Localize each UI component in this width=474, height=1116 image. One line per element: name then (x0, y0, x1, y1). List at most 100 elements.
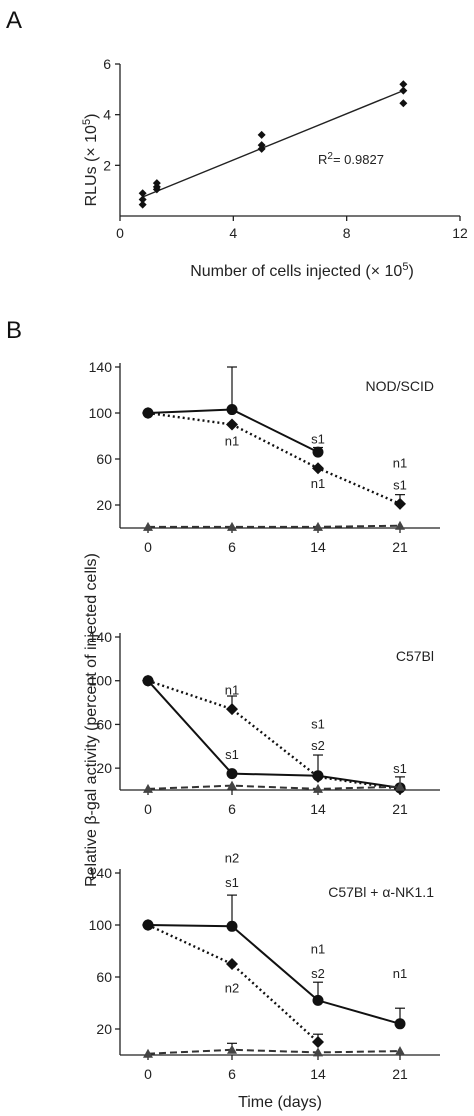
nod-scid-triangle-marker (395, 520, 405, 530)
panel-a-letter: A (6, 7, 22, 34)
nod-scid-diamond-marker (142, 407, 154, 419)
nod-scid-triangle-marker (313, 521, 323, 531)
nod-scid-annotation: s1 (393, 477, 407, 492)
c57bl-triangle-marker (227, 780, 237, 790)
nod-scid-circle-marker (312, 446, 324, 458)
c57bl-nk11-y-tick-label: 100 (89, 917, 113, 933)
panel-a-x-axis-title: Number of cells injected (× 105) (190, 261, 414, 280)
c57bl-annotation: n1 (225, 682, 239, 697)
c57bl-nk11-annotation: s1 (225, 875, 239, 890)
c57bl-diamond-marker (142, 674, 154, 687)
panel-a-y-tick-label: 2 (103, 157, 111, 173)
c57bl-nk11-circle-marker (394, 1018, 406, 1030)
c57bl-circle-marker (226, 768, 238, 780)
c57bl-nk11-triangle-marker (313, 1047, 323, 1057)
c57bl-y-tick-label: 60 (96, 716, 112, 732)
nod-scid-dashed-series-line (148, 524, 401, 528)
c57bl-nk11-x-tick-label: 6 (228, 1066, 236, 1082)
c57bl-nk11-annotation: n1 (311, 941, 325, 956)
nod-scid-triangle-marker (143, 521, 153, 531)
panel-a-x-tick-label: 4 (229, 225, 237, 241)
panel-b-letter: B (6, 317, 22, 344)
c57bl-annotation: s1 (311, 716, 325, 731)
panel-a-x-tick-label: 8 (343, 225, 351, 241)
nod-scid-x-tick-label: 0 (144, 539, 152, 555)
c57bl-solid-series-line (147, 680, 401, 789)
c57bl-nk11-circle-marker (312, 994, 324, 1006)
nod-scid-triangle-marker (227, 521, 237, 531)
nod-scid-annotation: n1 (393, 455, 407, 470)
panel-a-y-tick-label: 6 (103, 56, 111, 72)
nod-scid-y-tick-label: 100 (89, 405, 113, 421)
c57bl-annotation: s1 (393, 761, 407, 776)
c57bl-x-tick-label: 14 (310, 801, 326, 817)
nod-scid-annotation: s1 (311, 431, 325, 446)
c57bl-triangle-marker (395, 781, 405, 791)
c57bl-annotation: s2 (311, 738, 325, 753)
panel-b-x-axis-title: Time (days) (238, 1094, 322, 1111)
panel-a-y-tick-label: 4 (103, 107, 111, 123)
data-point (399, 99, 408, 108)
data-point (138, 189, 147, 198)
nod-scid-x-tick-label: 21 (392, 539, 408, 555)
c57bl-nk11-y-tick-label: 20 (96, 1021, 112, 1037)
data-point (152, 179, 161, 188)
c57bl-nk11-diamond-marker (142, 919, 154, 931)
c57bl-nk11-annotation: n1 (393, 966, 407, 981)
panel-a-y-axis-title: RLUs (× 105) (81, 114, 100, 207)
data-point (399, 86, 408, 95)
data-point (257, 130, 266, 139)
nod-scid-circle-marker (226, 404, 238, 416)
c57bl-nk11-diamond-marker (226, 958, 238, 970)
c57bl-nk11-dashed-series-line (147, 1048, 401, 1055)
c57bl-nk11-circle-marker (226, 920, 238, 932)
panel-a-x-tick-label: 12 (452, 225, 468, 241)
c57bl-diamond-marker (226, 703, 238, 716)
c57bl-nk11-solid-series-line (147, 924, 401, 1025)
data-point (138, 200, 147, 209)
c57bl-strain-label: C57Bl (396, 648, 434, 664)
nod-scid-y-tick-label: 140 (89, 359, 113, 375)
panel-a-x-tick-label: 0 (116, 225, 124, 241)
c57bl-y-tick-label: 140 (89, 629, 113, 645)
nod-scid-diamond-marker (226, 418, 238, 431)
c57bl-nk11-dotted-series-line (147, 923, 319, 1043)
c57bl-y-tick-label: 20 (96, 760, 112, 776)
c57bl-nk11-y-tick-label: 60 (96, 969, 112, 985)
c57bl-dashed-series-line (147, 784, 401, 790)
c57bl-annotation: s1 (225, 747, 239, 762)
data-point (138, 195, 147, 204)
c57bl-diamond-marker (312, 770, 324, 783)
c57bl-nk11-strain-label: C57Bl + α-NK1.1 (328, 884, 434, 900)
c57bl-triangle-marker (313, 783, 323, 793)
c57bl-dotted-series-line (147, 679, 401, 791)
nod-scid-x-tick-label: 14 (310, 539, 326, 555)
c57bl-nk11-x-tick-label: 21 (392, 1066, 408, 1082)
panel-b-y-axis-title: Relative β-gal activity (percent of inje… (83, 553, 100, 887)
regression-line (142, 89, 404, 198)
c57bl-x-tick-label: 0 (144, 801, 152, 817)
c57bl-nk11-x-tick-label: 0 (144, 1066, 152, 1082)
nod-scid-x-tick-label: 6 (228, 539, 236, 555)
nod-scid-y-tick-label: 60 (96, 451, 112, 467)
c57bl-nk11-triangle-marker (143, 1048, 153, 1058)
nod-scid-strain-label: NOD/SCID (366, 378, 434, 394)
c57bl-x-tick-label: 21 (392, 801, 408, 817)
nod-scid-annotation: n1 (225, 434, 239, 449)
c57bl-triangle-marker (143, 783, 153, 793)
c57bl-nk11-annotation: n2 (225, 850, 239, 865)
data-point (257, 141, 266, 150)
c57bl-nk11-triangle-marker (227, 1044, 237, 1054)
r-squared-label: R2= 0.9827 (318, 151, 384, 167)
c57bl-nk11-annotation: s2 (311, 966, 325, 981)
nod-scid-dotted-series-line (147, 411, 401, 505)
nod-scid-y-tick-label: 20 (96, 497, 112, 513)
c57bl-nk11-diamond-marker (312, 1036, 324, 1048)
nod-scid-annotation: n1 (311, 476, 325, 491)
nod-scid-diamond-marker (312, 462, 324, 475)
c57bl-nk11-annotation: n2 (225, 980, 239, 995)
c57bl-nk11-x-tick-label: 14 (310, 1066, 326, 1082)
c57bl-nk11-triangle-marker (395, 1046, 405, 1056)
c57bl-x-tick-label: 6 (228, 801, 236, 817)
